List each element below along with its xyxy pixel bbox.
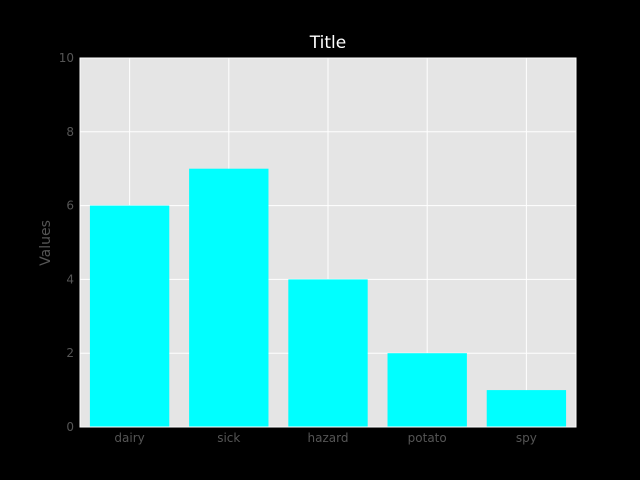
- x-tick-label: dairy: [114, 431, 144, 445]
- x-tick-label: potato: [408, 431, 447, 445]
- y-tick-label: 6: [66, 199, 74, 213]
- y-axis-label: Values: [38, 220, 54, 266]
- y-tick-label: 10: [59, 51, 74, 65]
- y-tick-label: 8: [66, 125, 74, 139]
- x-tick-label: sick: [217, 431, 240, 445]
- plot-frame: [79, 57, 577, 428]
- bar-hazard: [288, 279, 368, 427]
- x-axis-ticks: dairy sick hazard potato spy: [114, 431, 536, 445]
- bar-sick: [189, 168, 269, 427]
- bar-dairy: [89, 205, 170, 427]
- y-tick-label: 2: [66, 346, 74, 360]
- bars: [89, 168, 567, 427]
- bar-spy: [486, 390, 567, 427]
- y-tick-label: 0: [66, 420, 74, 434]
- x-tick-label: spy: [516, 431, 537, 445]
- y-tick-label: 4: [66, 272, 74, 286]
- chart-title: Title: [309, 33, 346, 53]
- bar-potato: [387, 353, 467, 427]
- x-tick-label: hazard: [308, 431, 349, 445]
- y-axis-ticks: 0 2 4 6 8 10: [59, 51, 74, 434]
